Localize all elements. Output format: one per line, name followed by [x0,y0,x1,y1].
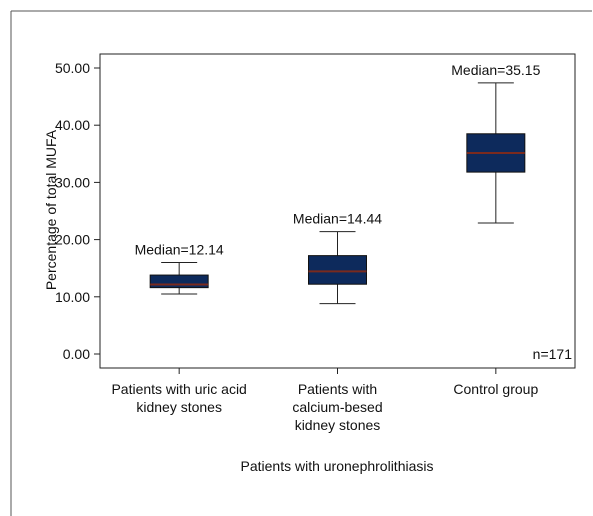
x-tick-label-line: calcium-besed [292,399,382,415]
y-tick-label: 0.00 [63,346,90,362]
iqr-box [149,274,209,289]
x-axis-label: Patients with uronephrolithiasis [241,458,434,474]
x-axis: Patients with uric acid kidney stonesPati… [111,368,538,433]
box-2: Median=14.44 [293,211,382,305]
iqr-box [308,255,367,285]
x-tick-label: Patients with uric acid kidney stones [111,381,246,415]
x-tick-label: Patients with calcium-besed kidney stones [292,381,382,433]
sample-size-annotation: n=171 [533,346,573,362]
median-label: Median=14.44 [293,211,382,227]
x-tick-label-line: kidney stones [136,399,222,415]
median-label: Median=12.14 [135,241,224,257]
y-tick-label: 40.00 [55,117,90,133]
box-1: Median=12.14 [135,241,224,295]
x-tick-label-line: Patients with [298,381,377,397]
box-series: Median=12.14 Median=14.44 Median=35.15 [135,62,541,305]
y-tick-label: 10.00 [55,289,90,305]
y-axis-label: Percentage of total MUFA [43,129,59,290]
y-axis: 0.00 10.00 20.00 30.00 40.00 50.00 [55,60,100,362]
x-tick-label-line: Control group [453,381,538,397]
median-label: Median=35.15 [451,62,540,78]
box-3: Median=35.15 [451,62,541,224]
x-tick-label-line: kidney stones [295,417,381,433]
y-tick-label: 30.00 [55,174,90,190]
y-tick-label: 20.00 [55,232,90,248]
x-tick-label-line: Patients with uric acid [111,381,246,397]
y-tick-label: 50.00 [55,60,90,76]
x-tick-label: Control group [453,381,538,397]
